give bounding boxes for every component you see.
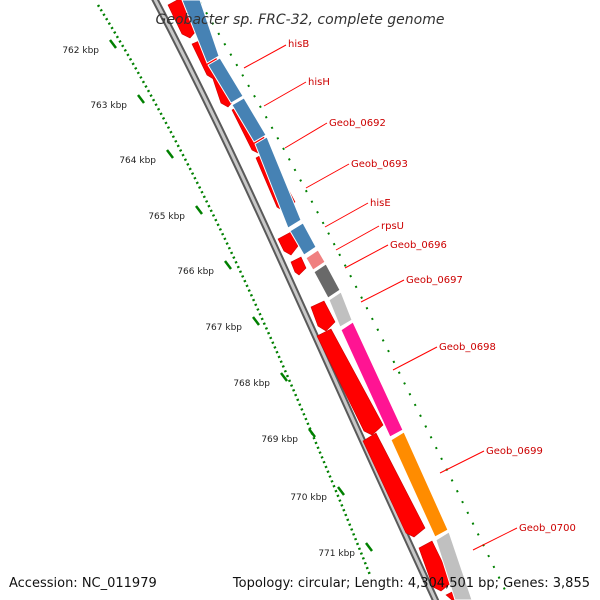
gene-leader-line (284, 122, 328, 149)
ruler-tick-label: 765 kbp (148, 212, 185, 222)
ruler-tick-label: 763 kbp (90, 101, 127, 111)
cds-arrow (362, 432, 426, 538)
cds-arrow (290, 256, 307, 276)
ruler-tick-label: 771 kbp (318, 549, 355, 559)
gene-block (231, 97, 267, 143)
ruler-tick-label: 768 kbp (233, 379, 270, 389)
gene-leader-line (305, 163, 350, 189)
ruler-tick-label: 767 kbp (205, 323, 242, 333)
gene-label: rpsU (381, 221, 404, 232)
gene-label: hisE (370, 198, 391, 209)
accession-label: Accession: NC_011979 (9, 576, 157, 591)
gene-leader-line (472, 527, 518, 551)
gene-block (181, 0, 220, 64)
map-title: Geobacter sp. FRC-32, complete genome (156, 12, 445, 28)
gene-leader-line (324, 202, 369, 228)
ruler-tick-mark (224, 260, 232, 270)
cds-arrow (418, 540, 453, 592)
gene-leader-line (335, 225, 380, 251)
gene-labels: hisB hisH Geob_0692 Geob_0693 hisE rpsU Geob_0… (243, 39, 576, 551)
gene-label: hisH (308, 77, 330, 88)
gene-label: Geob_0697 (406, 275, 463, 286)
cds-arrow (310, 300, 336, 332)
gene-leader-line (439, 450, 485, 474)
genome-backbone (153, 0, 438, 600)
gene-block (435, 531, 473, 600)
gene-label: hisB (288, 39, 309, 50)
ruler-tick-mark (166, 149, 174, 159)
ruler-tick-label: 766 kbp (177, 267, 214, 277)
ruler-tick-mark (280, 372, 288, 382)
ruler-tick-mark (252, 316, 260, 326)
ruler-tick-mark (337, 486, 345, 496)
ruler-tick-mark (109, 39, 117, 49)
cds-arrow (316, 328, 384, 436)
ruler-tick-label: 769 kbp (261, 435, 298, 445)
gene-label: Geob_0699 (486, 446, 543, 457)
ruler-tick-label: 770 kbp (290, 493, 327, 503)
gene-color-track (181, 0, 473, 600)
genome-summary: Topology: circular; Length: 4,304,501 bp… (232, 576, 590, 591)
gene-leader-line (243, 44, 287, 69)
gene-block (313, 263, 341, 299)
ruler-tick-mark (365, 542, 373, 552)
cds-arrow (277, 231, 299, 256)
gene-block (390, 431, 449, 538)
gene-label: Geob_0693 (351, 159, 408, 170)
gene-label: Geob_0692 (329, 118, 386, 129)
gene-leader-line (344, 244, 389, 269)
ruler-tick-label: 762 kbp (62, 46, 99, 56)
gene-block (328, 291, 353, 328)
cds-arrow (167, 0, 198, 39)
gene-leader-line (392, 346, 438, 371)
ruler-tick-mark (195, 205, 203, 215)
gene-leader-line (360, 279, 405, 303)
ruler-ticks: 762 kbp 763 kbp 764 kbp 765 kbp 766 kbp 767 k… (62, 39, 373, 559)
gene-block (289, 222, 317, 256)
ruler-tick-mark (308, 428, 316, 438)
position-ruler (96, 4, 372, 576)
gene-block (254, 136, 302, 229)
gene-label: Geob_0700 (519, 523, 576, 534)
gene-label: Geob_0696 (390, 240, 447, 251)
gene-leader-line (263, 81, 307, 107)
gene-block (207, 57, 244, 104)
outer-dotted-ring (199, 1, 506, 591)
ruler-tick-label: 764 kbp (119, 156, 156, 166)
gene-label: Geob_0698 (439, 342, 496, 353)
ruler-tick-mark (137, 94, 145, 104)
gene-block (305, 249, 326, 271)
gene-block (340, 321, 404, 438)
